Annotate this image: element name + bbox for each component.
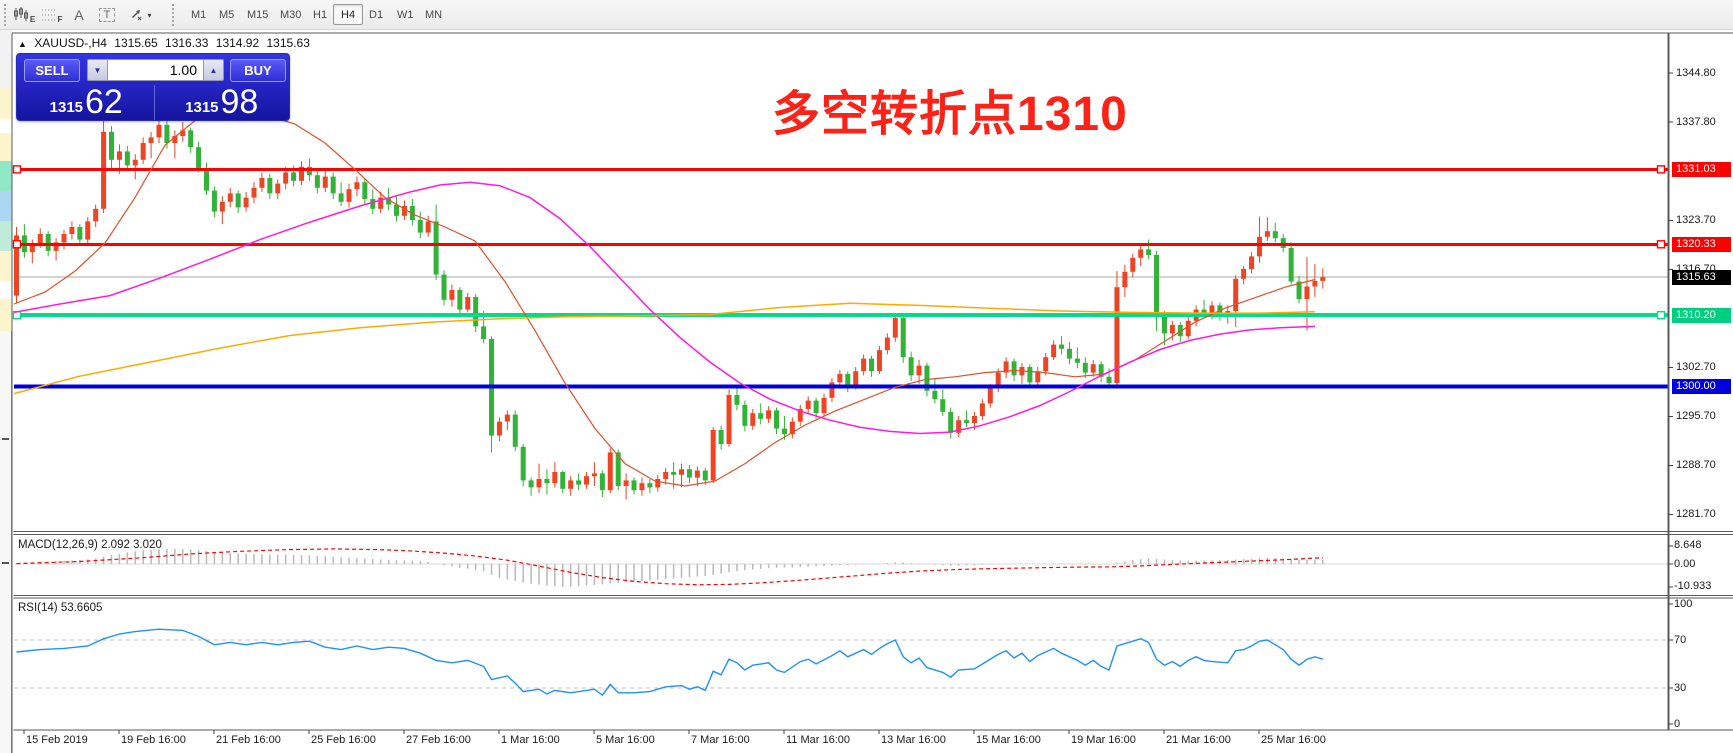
time-axis-label: 19 Feb 16:00 bbox=[121, 734, 186, 746]
one-click-trade-panel: SELL ▼ ▲ BUY 1315 62 1315 98 bbox=[16, 53, 290, 121]
timeframe-h4[interactable]: H4 bbox=[333, 4, 364, 25]
buy-price-main: 1315 bbox=[185, 99, 219, 116]
ohlc-close: 1315.63 bbox=[266, 36, 310, 50]
price-axis-label: 1344.80 bbox=[1676, 66, 1716, 79]
timeframe-m1[interactable]: M1 bbox=[191, 8, 207, 21]
sell-price-pips: 62 bbox=[85, 83, 123, 122]
strip-mark bbox=[2, 562, 9, 564]
macd-axis-label: 8.648 bbox=[1674, 539, 1702, 552]
ohlc-high: 1316.33 bbox=[165, 36, 209, 50]
symbol-period: XAUUSD-,H4 bbox=[34, 36, 107, 50]
time-axis-label: 27 Feb 16:00 bbox=[406, 734, 471, 746]
chart-symbol-header: ▲ XAUUSD-,H4 1315.65 1316.33 1314.92 131… bbox=[18, 36, 314, 50]
macd-axis-label: -10.933 bbox=[1674, 580, 1712, 593]
chart-annotation-text: 多空转折点1310 bbox=[772, 88, 1128, 141]
toolbar: E F A T ▾ M1 M5 M15 M30 H1 H4 D1 W1 MN bbox=[0, 0, 1733, 30]
price-axis-label: 1323.70 bbox=[1676, 214, 1716, 227]
time-axis-label: 21 Feb 16:00 bbox=[216, 734, 281, 746]
price-axis-label: 1281.70 bbox=[1676, 508, 1716, 521]
timeframe-h1[interactable]: H1 bbox=[313, 8, 328, 21]
grid-icon[interactable]: F bbox=[40, 3, 64, 27]
rsi-indicator-label: RSI(14) 53.6605 bbox=[18, 602, 103, 614]
price-line-badge: 1315.63 bbox=[1672, 269, 1731, 285]
price-line-badge: 1320.33 bbox=[1672, 236, 1731, 252]
price-axis-label: 1295.70 bbox=[1676, 410, 1716, 423]
indicators-candles-icon[interactable]: E bbox=[12, 3, 36, 27]
price-axis-label: 1302.70 bbox=[1676, 361, 1716, 374]
macd-indicator-label: MACD(12,26,9) 2.092 3.020 bbox=[18, 539, 162, 551]
text-box-icon[interactable]: T bbox=[96, 3, 118, 27]
icon-sub-letter: F bbox=[57, 14, 63, 24]
rsi-axis-label: 100 bbox=[1674, 597, 1693, 610]
buy-price-quote[interactable]: 1315 98 bbox=[155, 85, 290, 120]
macd-axis-label: 0.00 bbox=[1674, 557, 1696, 570]
volume-input[interactable] bbox=[108, 59, 203, 81]
ohlc-open: 1315.65 bbox=[114, 36, 158, 50]
price-line-badge: 1300.00 bbox=[1672, 379, 1731, 395]
price-axis-label: 1337.80 bbox=[1676, 115, 1716, 128]
volume-decrease-button[interactable]: ▼ bbox=[87, 59, 108, 81]
sell-price-main: 1315 bbox=[49, 99, 84, 116]
buy-price-pips: 98 bbox=[220, 83, 259, 122]
toolbar-grip[interactable] bbox=[4, 4, 8, 26]
sell-price-quote[interactable]: 1315 62 bbox=[19, 85, 155, 120]
timeframe-m30[interactable]: M30 bbox=[280, 8, 302, 21]
volume-increase-button[interactable]: ▲ bbox=[203, 59, 224, 81]
rsi-axis-label: 70 bbox=[1674, 633, 1687, 646]
timeframe-m5[interactable]: M5 bbox=[219, 8, 235, 21]
buy-button[interactable]: BUY bbox=[230, 58, 286, 82]
price-line-badge: 1331.03 bbox=[1672, 161, 1731, 177]
timeframe-mn[interactable]: MN bbox=[425, 8, 443, 21]
time-axis-label: 19 Mar 16:00 bbox=[1071, 734, 1136, 746]
timeframe-m15[interactable]: M15 bbox=[247, 8, 269, 21]
strip-mark bbox=[2, 438, 9, 440]
time-axis-label: 5 Mar 16:00 bbox=[596, 734, 655, 746]
ohlc-low: 1314.92 bbox=[215, 36, 260, 50]
rsi-axis-label: 30 bbox=[1674, 681, 1687, 694]
time-axis-label: 7 Mar 16:00 bbox=[691, 734, 750, 746]
collapse-triangle-icon[interactable]: ▲ bbox=[18, 39, 27, 49]
time-axis-label: 25 Mar 16:00 bbox=[1261, 734, 1326, 746]
time-axis-label: 13 Mar 16:00 bbox=[881, 734, 946, 746]
time-axis-label: 15 Mar 16:00 bbox=[976, 734, 1041, 746]
rsi-axis-label: 0 bbox=[1674, 717, 1681, 730]
price-axis-label: 1288.70 bbox=[1676, 459, 1716, 472]
time-axis-label: 25 Feb 16:00 bbox=[311, 734, 376, 746]
time-axis-label: 11 Mar 16:00 bbox=[786, 734, 851, 746]
sell-button[interactable]: SELL bbox=[24, 58, 80, 82]
arrow-tools-icon[interactable]: ▾ bbox=[124, 3, 158, 27]
timeframe-d1[interactable]: D1 bbox=[369, 8, 384, 21]
timeframe-w1[interactable]: W1 bbox=[397, 8, 414, 21]
toolbar-grip[interactable] bbox=[172, 4, 176, 26]
text-label-icon[interactable]: A bbox=[74, 7, 84, 23]
price-line-badge: 1310.20 bbox=[1672, 307, 1731, 323]
time-axis-label: 21 Mar 16:00 bbox=[1166, 734, 1231, 746]
time-axis-label: 1 Mar 16:00 bbox=[501, 734, 560, 746]
time-axis-label: 15 Feb 2019 bbox=[26, 734, 88, 746]
icon-sub-letter: E bbox=[29, 14, 36, 24]
